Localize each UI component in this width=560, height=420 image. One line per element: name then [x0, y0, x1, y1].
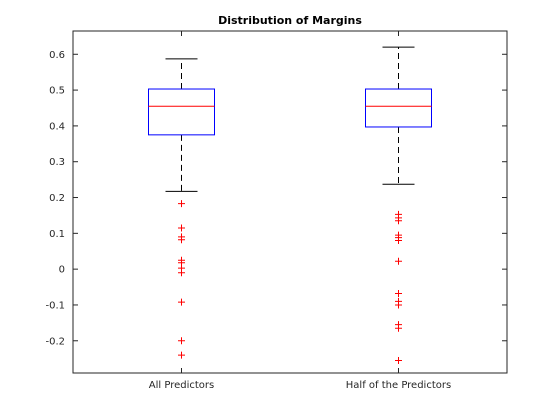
outlier-marker: [178, 200, 185, 208]
y-tick-label: 0.2: [49, 193, 65, 204]
outlier-marker: [178, 298, 185, 306]
outlier-marker: [178, 337, 185, 345]
axes-frame: [72, 30, 508, 374]
outlier-marker: [178, 269, 185, 277]
outlier-marker: [178, 224, 185, 232]
outlier-marker: [395, 356, 402, 364]
y-tick-label: 0.3: [49, 157, 65, 168]
y-tick-label: 0.5: [49, 86, 65, 97]
outlier-marker: [395, 289, 402, 297]
iqr-box: [148, 88, 215, 136]
chart-title: Distribution of Margins: [218, 14, 362, 27]
y-tick-label: 0.6: [49, 50, 65, 61]
y-tick-label: 0.4: [49, 121, 65, 132]
y-tick-label: 0: [59, 265, 65, 276]
iqr-box: [365, 88, 432, 128]
outlier-marker: [178, 236, 185, 244]
outlier-marker: [395, 236, 402, 244]
outlier-marker: [395, 324, 402, 332]
x-category-label: Half of the Predictors: [346, 380, 451, 391]
outlier-marker: [395, 301, 402, 309]
chart-marks: -0.2 -0.1 0 0.1 0.2 0.3 0.4 0.5 0.6 All Predictor…: [45, 31, 507, 391]
y-tick-label: -0.2: [45, 336, 65, 347]
y-tick-label: 0.1: [49, 229, 65, 240]
x-category-label: All Predictors: [149, 380, 214, 391]
outlier-marker: [178, 351, 185, 359]
y-tick-label: -0.1: [45, 300, 65, 311]
outlier-marker: [395, 217, 402, 225]
outlier-marker: [395, 257, 402, 265]
